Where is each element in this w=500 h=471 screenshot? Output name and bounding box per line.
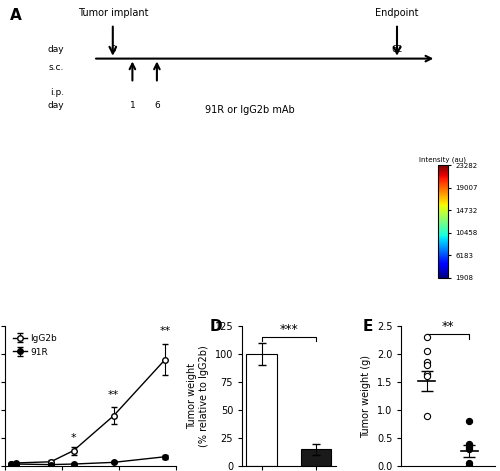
Text: Endpoint: Endpoint bbox=[375, 8, 419, 18]
Text: 91R: 91R bbox=[10, 244, 28, 253]
Text: 62: 62 bbox=[392, 45, 402, 54]
Point bbox=[466, 418, 473, 425]
Bar bbox=[246, 354, 276, 466]
Point bbox=[466, 446, 473, 453]
Text: Day: Day bbox=[26, 271, 44, 280]
Point bbox=[423, 361, 431, 369]
Text: i.p.: i.p. bbox=[50, 88, 64, 97]
Text: D: D bbox=[210, 319, 222, 334]
Text: 1: 1 bbox=[130, 101, 136, 110]
Text: **: ** bbox=[442, 320, 454, 333]
Text: 19: 19 bbox=[347, 271, 358, 280]
Text: 6: 6 bbox=[154, 101, 160, 110]
Point bbox=[423, 348, 431, 355]
Point bbox=[423, 358, 431, 366]
Text: 28: 28 bbox=[416, 271, 427, 280]
Point bbox=[466, 463, 473, 470]
Text: 91R or IgG2b mAb: 91R or IgG2b mAb bbox=[205, 105, 295, 115]
Text: 12: 12 bbox=[278, 271, 290, 280]
Text: *: * bbox=[71, 433, 76, 443]
Text: IgG2b: IgG2b bbox=[10, 187, 36, 195]
Text: s.c.: s.c. bbox=[48, 63, 64, 72]
Text: day: day bbox=[47, 45, 64, 54]
Y-axis label: Tumor weight
(% relative to IgG2b): Tumor weight (% relative to IgG2b) bbox=[188, 345, 209, 447]
Point bbox=[466, 440, 473, 447]
Point bbox=[423, 373, 431, 380]
Point bbox=[423, 333, 431, 341]
Text: day: day bbox=[47, 101, 64, 110]
Text: A: A bbox=[10, 8, 22, 23]
Point bbox=[466, 460, 473, 467]
Y-axis label: Tumor weight (g): Tumor weight (g) bbox=[362, 355, 372, 438]
Point bbox=[423, 370, 431, 377]
Text: **: ** bbox=[108, 390, 119, 400]
Bar bbox=[302, 449, 332, 466]
Text: 8: 8 bbox=[213, 271, 218, 280]
Text: Tumor implant: Tumor implant bbox=[78, 8, 148, 18]
Text: 1: 1 bbox=[61, 271, 66, 280]
Text: 0: 0 bbox=[110, 45, 116, 54]
Text: B: B bbox=[10, 163, 22, 178]
Point bbox=[423, 412, 431, 420]
Text: 2: 2 bbox=[134, 271, 140, 280]
Text: ***: *** bbox=[280, 323, 298, 336]
Text: **: ** bbox=[160, 326, 170, 336]
Point bbox=[466, 463, 473, 470]
Legend: IgG2b, 91R: IgG2b, 91R bbox=[10, 331, 60, 360]
Point bbox=[466, 443, 473, 450]
Title: Intensity (au): Intensity (au) bbox=[419, 156, 466, 162]
Text: E: E bbox=[362, 319, 372, 334]
